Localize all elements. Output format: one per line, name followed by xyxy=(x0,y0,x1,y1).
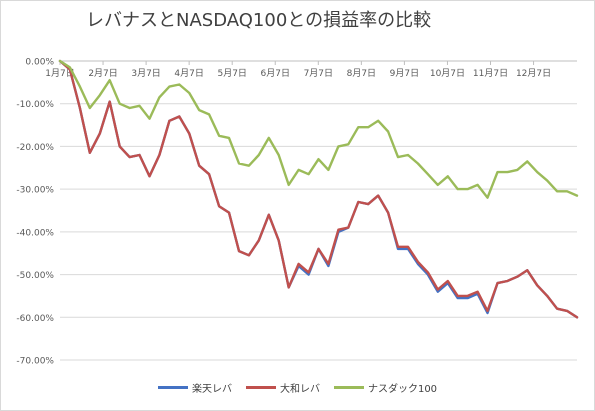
y-tick-label: -60.00% xyxy=(16,314,54,324)
y-tick-label: -20.00% xyxy=(16,143,54,153)
x-tick-label: 5月7日 xyxy=(217,68,246,79)
series-line-1 xyxy=(58,59,579,319)
legend-label: 大和レバ xyxy=(279,384,320,395)
legend-label: ナスダック100 xyxy=(367,384,438,395)
series-line-2 xyxy=(58,59,579,199)
x-tick-label: 11月7日 xyxy=(473,68,508,79)
x-tick-label: 9月7日 xyxy=(390,68,419,79)
x-tick-label: 6月7日 xyxy=(261,68,290,79)
y-tick-label: -70.00% xyxy=(16,357,54,367)
x-tick-label: 1月7日 xyxy=(45,68,74,79)
x-tick-label: 7月7日 xyxy=(304,68,333,79)
x-tick-label: 10月7日 xyxy=(430,68,465,79)
chart-legend: 楽天レバ 大和レバ ナスダック100 xyxy=(0,380,595,395)
x-tick-label: 2月7日 xyxy=(88,68,117,79)
x-tick-label: 3月7日 xyxy=(131,68,160,79)
legend-swatch xyxy=(157,386,188,389)
y-tick-label: -30.00% xyxy=(16,186,54,196)
y-tick-label: -40.00% xyxy=(16,228,54,238)
y-tick-label: -10.00% xyxy=(16,100,54,110)
x-tick-label: 12月7日 xyxy=(516,68,551,79)
legend-swatch xyxy=(245,386,276,389)
chart-title: レバナスとNASDAQ100との損益率の比較 xyxy=(86,10,432,31)
legend-item: 大和レバ xyxy=(245,380,320,395)
legend-swatch xyxy=(333,386,364,389)
y-tick-label: -50.00% xyxy=(16,271,54,281)
legend-label: 楽天レバ xyxy=(191,384,232,395)
legend-item: 楽天レバ xyxy=(157,380,232,395)
x-tick-label: 8月7日 xyxy=(347,68,376,79)
y-tick-label: 0.00% xyxy=(25,58,54,68)
legend-item: ナスダック100 xyxy=(333,380,438,395)
x-tick-label: 4月7日 xyxy=(174,68,203,79)
